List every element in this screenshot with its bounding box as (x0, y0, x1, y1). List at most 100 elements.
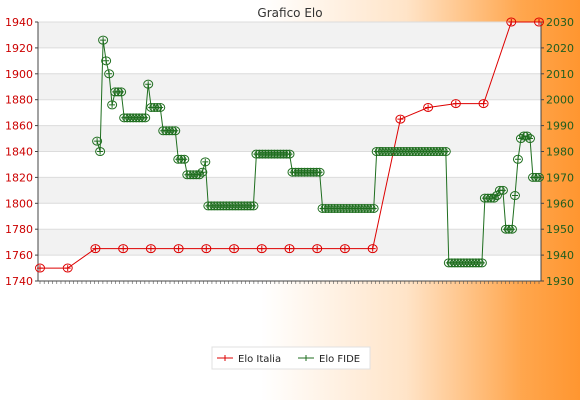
data-point (116, 87, 127, 97)
data-point-cross (145, 81, 152, 88)
right-tick-label: 2000 (546, 94, 574, 107)
data-point (367, 244, 378, 254)
data-point (450, 99, 461, 109)
data-point (200, 157, 211, 167)
left-tick-label: 1780 (5, 223, 33, 236)
data-point-cross (316, 169, 323, 176)
data-point-cross (442, 148, 449, 155)
data-point (256, 244, 267, 254)
data-point-cross (536, 174, 542, 181)
data-point (101, 56, 112, 66)
data-point-cross (250, 202, 257, 209)
data-point-cross (286, 151, 293, 158)
data-point-cross (515, 156, 521, 163)
data-point (534, 172, 544, 182)
series-elo-italia (35, 17, 544, 273)
data-point (170, 126, 181, 136)
data-point (248, 201, 259, 211)
series-layer (35, 17, 544, 273)
data-point (488, 193, 499, 203)
data-point (534, 17, 544, 27)
series-elo-fide (92, 35, 544, 268)
data-point (197, 167, 208, 177)
data-point-cross (202, 158, 209, 165)
left-tick-label: 1940 (5, 16, 33, 29)
plot-band (38, 22, 541, 48)
data-point (478, 99, 489, 109)
data-point-cross (175, 245, 182, 252)
left-tick-label: 1920 (5, 42, 33, 55)
data-point (395, 114, 406, 124)
data-point (95, 147, 106, 156)
data-point (312, 244, 323, 254)
data-point (476, 258, 487, 268)
data-point-cross (397, 116, 404, 123)
right-tick-label: 2010 (546, 68, 574, 81)
data-point-cross (536, 19, 542, 25)
legend: Elo Italia Elo FIDE (211, 346, 371, 370)
right-tick-label: 1940 (546, 249, 574, 262)
right-tick-label: 2020 (546, 42, 574, 55)
data-point (284, 244, 295, 254)
data-point (314, 167, 325, 177)
legend-fide-marker (303, 355, 309, 361)
data-point (35, 263, 45, 273)
data-point-cross (286, 245, 293, 252)
data-point-cross (369, 245, 376, 252)
data-point-cross (37, 265, 43, 272)
data-point (368, 203, 379, 213)
data-point (229, 244, 240, 254)
right-tick-label: 1930 (546, 275, 574, 288)
x-axis-ticks (39, 281, 540, 284)
left-tick-label: 1820 (5, 171, 33, 184)
data-point-cross (94, 138, 101, 145)
data-point (491, 191, 502, 201)
data-point-cross (100, 37, 107, 44)
data-point (173, 244, 184, 254)
data-point (107, 100, 118, 110)
data-point-cross (196, 171, 203, 178)
data-point-cross (120, 245, 127, 252)
data-point-cross (203, 245, 210, 252)
data-point-cross (172, 127, 179, 134)
data-point-cross (157, 104, 164, 111)
left-tick-label: 1900 (5, 68, 33, 81)
data-point (140, 113, 151, 123)
data-point (118, 244, 129, 254)
data-point (201, 244, 212, 254)
data-point-cross (147, 245, 154, 252)
data-point (143, 79, 154, 89)
right-tick-label: 1980 (546, 146, 574, 159)
data-point-cross (425, 104, 432, 111)
data-point-cross (97, 148, 104, 155)
left-tick-label: 1860 (5, 120, 33, 133)
left-tick-label: 1740 (5, 275, 33, 288)
right-tick-label: 2030 (546, 16, 574, 29)
right-axis-ticks: 1930 1940 1950 1960 1970 1980 1990 2000 2010 2020… (541, 16, 574, 288)
data-point-cross (512, 192, 518, 199)
legend-label-elo-italia: Elo Italia (238, 354, 281, 365)
data-point-cross (92, 245, 99, 252)
left-tick-label: 1880 (5, 94, 33, 107)
data-point (145, 244, 156, 254)
data-point-cross (109, 101, 116, 108)
right-tick-label: 1960 (546, 197, 574, 210)
data-point (440, 147, 451, 156)
data-point-cross (478, 259, 485, 266)
right-tick-label: 1950 (546, 223, 574, 236)
data-point (509, 191, 520, 201)
data-point-cross (490, 195, 497, 202)
left-tick-label: 1800 (5, 197, 33, 210)
data-point-cross (452, 100, 459, 107)
data-point-cross (508, 226, 515, 233)
data-point-cross (480, 100, 487, 107)
data-point (339, 244, 350, 254)
data-point-cross (314, 245, 321, 252)
plot-band (38, 125, 541, 152)
data-point (194, 170, 205, 180)
data-point-cross (258, 245, 265, 252)
data-point-cross (231, 245, 238, 252)
legend-italia-marker (222, 355, 228, 361)
